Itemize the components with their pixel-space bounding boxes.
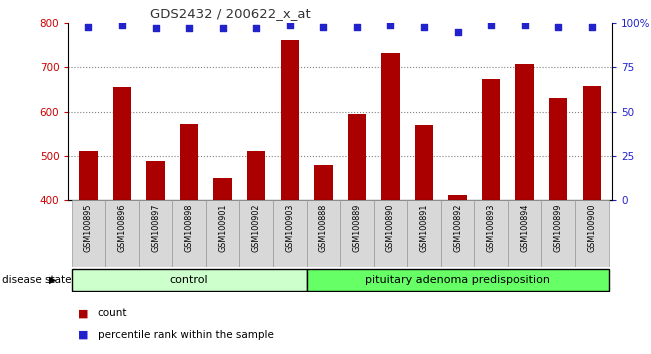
Bar bbox=[273, 200, 307, 267]
Bar bbox=[549, 98, 568, 354]
Text: GSM100895: GSM100895 bbox=[84, 203, 93, 252]
Point bbox=[318, 24, 329, 29]
Text: GDS2432 / 200622_x_at: GDS2432 / 200622_x_at bbox=[150, 7, 311, 21]
Bar bbox=[180, 124, 199, 354]
Bar bbox=[415, 125, 434, 354]
Bar bbox=[240, 200, 273, 267]
Bar bbox=[206, 200, 240, 267]
Text: GSM100893: GSM100893 bbox=[487, 203, 495, 252]
Bar bbox=[281, 40, 299, 354]
Text: GSM100898: GSM100898 bbox=[185, 203, 193, 252]
Bar bbox=[441, 200, 475, 267]
Bar bbox=[583, 86, 601, 354]
Bar bbox=[381, 53, 400, 354]
Bar bbox=[348, 114, 366, 354]
Point bbox=[83, 24, 94, 29]
Bar bbox=[173, 200, 206, 267]
Bar bbox=[72, 200, 105, 267]
Bar bbox=[516, 64, 534, 354]
Bar bbox=[449, 195, 467, 354]
Bar bbox=[307, 200, 340, 267]
Point bbox=[184, 25, 195, 31]
Point bbox=[150, 25, 161, 31]
Bar bbox=[340, 200, 374, 267]
Bar bbox=[575, 200, 609, 267]
Text: ■: ■ bbox=[78, 330, 89, 339]
Point bbox=[452, 29, 463, 35]
Text: count: count bbox=[98, 308, 127, 318]
Bar bbox=[247, 152, 266, 354]
Text: GSM100903: GSM100903 bbox=[285, 203, 294, 252]
Point bbox=[284, 22, 295, 28]
Bar bbox=[542, 200, 575, 267]
Text: GSM100894: GSM100894 bbox=[520, 203, 529, 252]
Bar bbox=[508, 200, 542, 267]
Text: GSM100888: GSM100888 bbox=[319, 203, 328, 252]
Bar bbox=[475, 200, 508, 267]
Point bbox=[486, 22, 496, 28]
Bar bbox=[105, 200, 139, 267]
Bar bbox=[482, 79, 501, 354]
Text: GSM100899: GSM100899 bbox=[554, 203, 562, 252]
Text: disease state: disease state bbox=[2, 275, 72, 285]
Bar bbox=[139, 200, 173, 267]
Text: control: control bbox=[170, 275, 208, 285]
Text: GSM100890: GSM100890 bbox=[386, 203, 395, 252]
Point bbox=[553, 24, 564, 29]
Bar bbox=[314, 165, 333, 354]
Text: percentile rank within the sample: percentile rank within the sample bbox=[98, 330, 273, 339]
Point bbox=[251, 25, 262, 31]
Text: GSM100897: GSM100897 bbox=[151, 203, 160, 252]
Bar bbox=[146, 161, 165, 354]
Point bbox=[117, 22, 127, 28]
Bar bbox=[408, 200, 441, 267]
Text: GSM100891: GSM100891 bbox=[419, 203, 428, 252]
Text: GSM100900: GSM100900 bbox=[587, 203, 596, 252]
Bar bbox=[374, 200, 408, 267]
Point bbox=[419, 24, 429, 29]
Text: GSM100902: GSM100902 bbox=[252, 203, 261, 252]
Text: ■: ■ bbox=[78, 308, 89, 318]
Text: GSM100901: GSM100901 bbox=[218, 203, 227, 252]
Text: pituitary adenoma predisposition: pituitary adenoma predisposition bbox=[365, 275, 550, 285]
Text: ▶: ▶ bbox=[49, 275, 57, 285]
Bar bbox=[72, 268, 307, 291]
Bar bbox=[307, 268, 609, 291]
Bar bbox=[214, 178, 232, 354]
Point bbox=[587, 24, 597, 29]
Point bbox=[352, 24, 362, 29]
Text: GSM100889: GSM100889 bbox=[352, 203, 361, 252]
Bar bbox=[79, 152, 98, 354]
Point bbox=[519, 22, 530, 28]
Bar bbox=[113, 87, 132, 354]
Point bbox=[385, 22, 396, 28]
Text: GSM100896: GSM100896 bbox=[118, 203, 126, 252]
Text: GSM100892: GSM100892 bbox=[453, 203, 462, 252]
Point bbox=[217, 25, 228, 31]
